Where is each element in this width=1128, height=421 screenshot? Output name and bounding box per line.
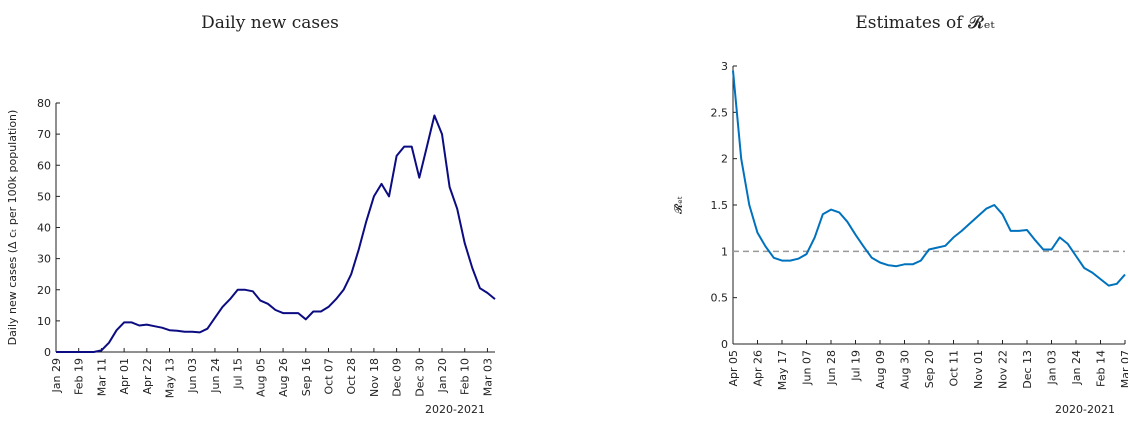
line-series <box>56 114 496 353</box>
x-tick-label: Aug 26 <box>277 358 290 397</box>
y-tick-label: 30 <box>37 253 51 266</box>
y-tick-label: 20 <box>37 284 51 297</box>
x-tick-label: Jun 28 <box>825 350 838 386</box>
x-tick-label: Jun 07 <box>801 350 814 386</box>
x-tick-label: Aug 05 <box>254 358 267 397</box>
x-tick-label: Apr 05 <box>727 350 740 387</box>
x-tick-label: Oct 11 <box>948 350 961 387</box>
y-axis-label: Daily new cases (Δ cₜ per 100k populatio… <box>6 110 19 346</box>
x-tick-label: Jan 03 <box>1046 350 1059 385</box>
x-tick-label: Dec 30 <box>413 358 426 397</box>
x-tick-label: Aug 09 <box>874 350 887 389</box>
y-axis-label: 𝓡̂ₑₜ <box>672 196 685 214</box>
y-tick-label: 0 <box>44 346 51 359</box>
x-tick-label: Jan 29 <box>50 358 63 393</box>
x-tick-label: Dec 09 <box>391 358 404 397</box>
x-tick-label: Feb 14 <box>1095 350 1108 387</box>
x-tick-label: Jan 24 <box>1070 350 1083 385</box>
x-tick-label: Nov 18 <box>368 358 381 397</box>
y-tick-label: 3 <box>721 60 728 73</box>
x-tick-label: Dec 13 <box>1021 350 1034 389</box>
chart-title: Estimates of 𝓡ₑₜ <box>855 13 995 33</box>
x-tick-label: Jan 20 <box>436 358 449 393</box>
x-tick-label: Mar 11 <box>95 358 108 396</box>
x-axis-label: 2020-2021 <box>425 403 485 416</box>
y-tick-label: 10 <box>37 315 51 328</box>
y-tick-label: 40 <box>37 222 51 235</box>
x-tick-label: May 17 <box>776 350 789 390</box>
x-tick-label: Feb 10 <box>459 358 472 395</box>
y-tick-label: 1.5 <box>711 199 729 212</box>
x-tick-label: Apr 01 <box>118 358 131 395</box>
x-tick-label: Aug 30 <box>899 350 912 389</box>
y-tick-label: 2.5 <box>711 106 729 119</box>
y-tick-label: 70 <box>37 128 51 141</box>
line-series <box>732 70 1126 287</box>
y-tick-label: 80 <box>37 97 51 110</box>
x-tick-label: Sep 20 <box>923 350 936 388</box>
y-tick-label: 0 <box>721 338 728 351</box>
x-tick-label: Jul 19 <box>850 350 863 382</box>
chart-title: Daily new cases <box>201 13 339 33</box>
y-tick-label: 60 <box>37 159 51 172</box>
y-tick-label: 50 <box>37 190 51 203</box>
x-tick-label: Feb 19 <box>73 358 86 395</box>
x-tick-label: Mar 07 <box>1119 350 1128 388</box>
x-tick-label: Apr 26 <box>752 350 765 387</box>
x-tick-label: Oct 28 <box>345 358 358 395</box>
x-tick-label: Sep 16 <box>300 358 313 396</box>
x-tick-label: Nov 01 <box>972 350 985 389</box>
x-tick-label: Jun 24 <box>209 358 222 394</box>
y-tick-label: 1 <box>721 245 728 258</box>
y-tick-label: 0.5 <box>711 292 729 305</box>
x-axis-label: 2020-2021 <box>1055 403 1115 416</box>
x-tick-label: Jun 03 <box>186 358 199 394</box>
y-tick-label: 2 <box>721 153 728 166</box>
x-tick-label: Apr 22 <box>141 358 154 395</box>
x-tick-label: Oct 07 <box>322 358 335 395</box>
x-tick-label: Mar 03 <box>481 358 494 396</box>
x-tick-label: May 13 <box>164 358 177 398</box>
x-tick-label: Jul 15 <box>232 358 245 390</box>
x-tick-label: Nov 22 <box>997 350 1010 389</box>
